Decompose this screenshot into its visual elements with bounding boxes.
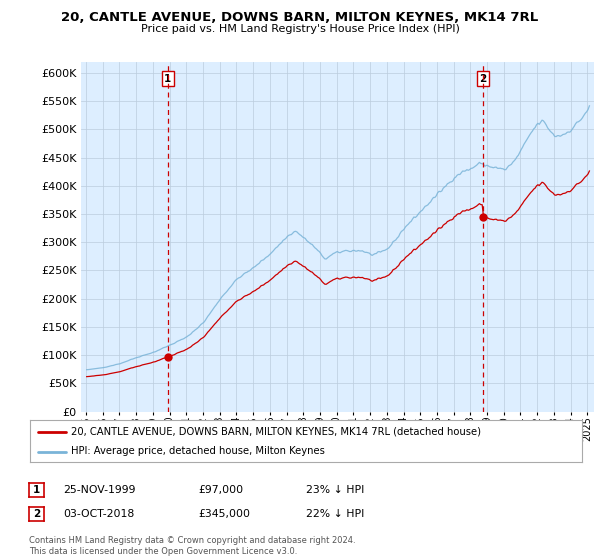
Text: 20, CANTLE AVENUE, DOWNS BARN, MILTON KEYNES, MK14 7RL (detached house): 20, CANTLE AVENUE, DOWNS BARN, MILTON KE…	[71, 427, 481, 437]
Text: 23% ↓ HPI: 23% ↓ HPI	[306, 485, 364, 495]
Text: 2: 2	[32, 508, 40, 519]
Text: 2: 2	[479, 74, 487, 84]
Text: 03-OCT-2018: 03-OCT-2018	[63, 508, 134, 519]
Text: 25-NOV-1999: 25-NOV-1999	[63, 485, 136, 495]
Text: 22% ↓ HPI: 22% ↓ HPI	[306, 508, 364, 519]
Text: £97,000: £97,000	[198, 485, 243, 495]
Text: HPI: Average price, detached house, Milton Keynes: HPI: Average price, detached house, Milt…	[71, 446, 325, 456]
Text: 1: 1	[164, 74, 172, 84]
Text: Contains HM Land Registry data © Crown copyright and database right 2024.
This d: Contains HM Land Registry data © Crown c…	[29, 536, 355, 556]
Text: 1: 1	[32, 485, 40, 495]
Text: Price paid vs. HM Land Registry's House Price Index (HPI): Price paid vs. HM Land Registry's House …	[140, 24, 460, 34]
Text: £345,000: £345,000	[198, 508, 250, 519]
Text: 20, CANTLE AVENUE, DOWNS BARN, MILTON KEYNES, MK14 7RL: 20, CANTLE AVENUE, DOWNS BARN, MILTON KE…	[61, 11, 539, 24]
